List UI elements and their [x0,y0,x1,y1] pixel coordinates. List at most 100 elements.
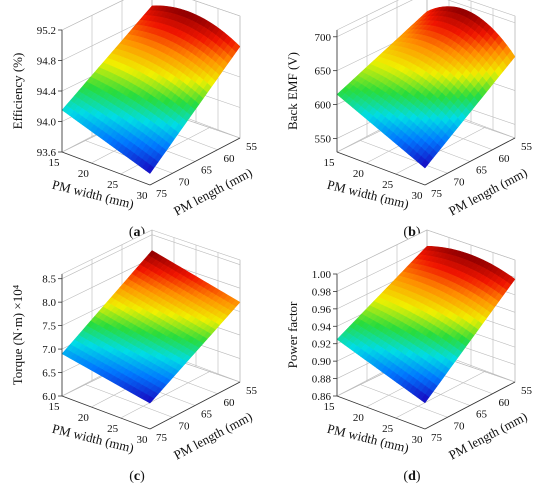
y-tick-label: 0.92 [312,339,331,351]
z-tick-label: 55 [246,385,258,397]
surface-patch [145,164,155,174]
x-tick-label: 20 [78,168,90,180]
x-tick-label: 30 [412,434,424,446]
y-tick-label: 0.90 [312,356,332,368]
z-tick-label: 60 [499,153,511,165]
x-tick-label: 20 [353,168,365,180]
z-tick-label: 75 [431,432,443,444]
grid-line [359,139,448,174]
y-axis-label: Efficiency (%) [10,53,25,130]
z-tick-label: 75 [156,432,168,444]
y-tick-label: 94.0 [37,117,57,129]
x-tick-label: 30 [412,190,424,202]
chart-panel-d: 0.86 0.88 0.90 0.92 0.94 0.96 0.98 1.00 15 20 25 30… [285,229,533,484]
x-tick-label: 20 [353,412,365,424]
chart-panel-c: 6.0 6.5 7.0 7.5 8.0 8.5 15 20 25 30 75 70 65 60 55 Torq… [10,229,258,484]
z-tick-label: 75 [156,188,168,200]
x-tick-label: 15 [324,401,336,413]
y-tick-label: 1.00 [312,269,332,281]
z-tick-label: 70 [179,420,191,432]
x-tick-label: 25 [107,423,119,435]
y-tick-label: 600 [315,100,332,112]
z-tick-label: 60 [224,397,236,409]
y-tick-label: 7.0 [42,344,56,356]
z-tick-label: 70 [454,420,466,432]
box-edges [58,29,241,186]
z-axis-label: PM length (mm) [446,165,530,219]
axis-line-length [149,381,241,430]
y-tick-label: 0.86 [312,391,332,403]
grid-line [84,383,173,418]
surface [61,250,241,404]
y-tick-label: 0.94 [312,321,332,333]
panel-letter: (b) [403,225,420,240]
axis-line-length [424,137,516,186]
z-tick-label: 70 [179,176,191,188]
z-tick-label: 60 [499,397,511,409]
x-tick-label: 30 [137,190,149,202]
x-axis-label: PM width (mm) [51,177,136,212]
y-tick-label: 7.5 [42,321,56,333]
y-tick-label: 6.0 [42,391,56,403]
panel-letter: (c) [129,469,145,484]
x-tick-label: 25 [382,179,394,191]
y-tick-label: 95.2 [37,25,56,37]
panel-letter: (d) [403,469,420,484]
surface [336,6,516,169]
box-edges [333,30,516,186]
x-axis-label: PM width (mm) [326,421,411,456]
surface-patch [420,159,430,169]
z-axis-label: PM length (mm) [446,409,530,463]
z-tick-label: 55 [246,141,258,153]
chart-panel-b: 550 600 650 700 15 20 25 30 75 70 65 60 55 Back EMF (… [285,0,533,240]
axis-line-width [336,151,426,186]
z-tick-label: 65 [476,409,488,421]
panel-letter: (a) [129,225,146,240]
x-tick-label: 20 [78,412,90,424]
y-tick-label: 94.4 [37,86,57,98]
axis-line-length [424,381,516,430]
y-tick-label: 6.5 [42,368,56,380]
y-tick-label: 650 [315,66,332,78]
surface-patch [420,393,430,404]
z-tick-label: 55 [521,385,533,397]
axis-line-length [149,137,241,186]
y-tick-label: 0.96 [312,304,332,316]
z-tick-label: 60 [224,153,236,165]
x-tick-label: 15 [49,401,61,413]
x-axis-label: PM width (mm) [326,177,411,212]
axis-line-width [61,395,151,430]
y-tick-label: 0.88 [312,374,332,386]
surface [61,5,241,174]
x-tick-label: 15 [324,157,336,169]
axis-line-width [61,151,151,186]
z-tick-label: 55 [521,141,533,153]
surface-patch [145,396,155,404]
chart-panel-a: 93.6 94.0 94.4 94.8 95.2 15 20 25 30 75 70 65 60 55 Ef… [10,0,258,240]
z-tick-label: 65 [201,409,213,421]
y-tick-label: 700 [315,32,332,44]
grid-line [359,383,448,418]
y-tick-label: 0.98 [312,286,332,298]
box-edges [58,274,241,430]
x-tick-label: 15 [49,157,61,169]
z-tick-label: 65 [476,165,488,177]
box-edges [333,273,516,430]
z-tick-label: 70 [454,176,466,188]
z-tick-label: 65 [201,165,213,177]
surface [336,245,516,404]
x-axis-label: PM width (mm) [51,421,136,456]
y-tick-label: 8.5 [42,274,56,286]
axis-line-width [336,395,426,430]
y-axis-label: Power factor [285,301,300,368]
y-tick-label: 8.0 [42,297,56,309]
y-tick-label: 94.8 [37,56,57,68]
y-tick-label: 550 [315,133,332,145]
y-axis-label: Back EMF (V) [285,52,300,130]
x-tick-label: 25 [382,423,394,435]
z-axis-label: PM length (mm) [171,165,255,219]
x-tick-label: 25 [107,179,119,191]
z-tick-label: 75 [431,188,443,200]
y-tick-label: 93.6 [37,147,57,159]
